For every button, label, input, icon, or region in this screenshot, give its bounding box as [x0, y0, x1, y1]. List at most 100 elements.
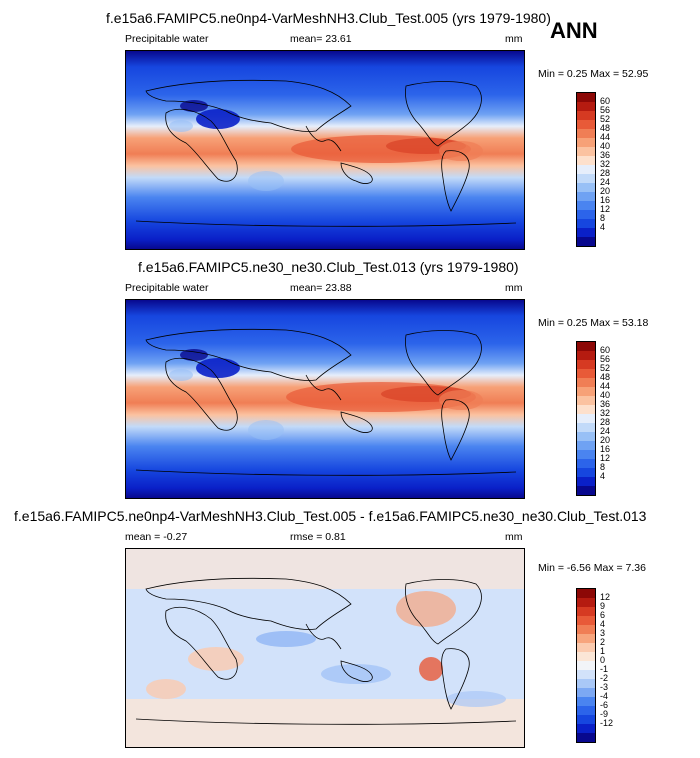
- colorbar-label: 12: [600, 592, 611, 602]
- colorbar-swatch: [577, 477, 595, 486]
- colorbar-swatch: [577, 111, 595, 120]
- colorbar-label: 32: [600, 159, 611, 169]
- colorbar-label: 1: [600, 646, 606, 656]
- colorbar-label: 40: [600, 390, 611, 400]
- panel-1-variable-label: Precipitable water: [125, 33, 209, 45]
- colorbar-label: 8: [600, 462, 606, 472]
- colorbar-label: 28: [600, 417, 611, 427]
- colorbar-label: 40: [600, 141, 611, 151]
- colorbar-label: -6: [600, 700, 609, 710]
- colorbar-label: 60: [600, 345, 611, 355]
- panel-2-map-field: [126, 300, 524, 498]
- colorbar-swatch: [577, 468, 595, 477]
- colorbar-label: 6: [600, 610, 606, 620]
- colorbar-swatch: [577, 102, 595, 111]
- colorbar-label: 16: [600, 195, 611, 205]
- colorbar-label: -9: [600, 709, 609, 719]
- panel-2-variable-label: Precipitable water: [125, 282, 209, 294]
- colorbar-swatch: [577, 174, 595, 183]
- colorbar-label: 48: [600, 372, 611, 382]
- colorbar-label: 44: [600, 381, 611, 391]
- colorbar-label: 52: [600, 114, 611, 124]
- colorbar-label: 4: [600, 222, 606, 232]
- colorbar-label: 48: [600, 123, 611, 133]
- colorbar-swatch: [577, 607, 595, 616]
- colorbar-label: -12: [600, 718, 614, 728]
- colorbar-swatch: [577, 589, 595, 598]
- colorbar-label: 24: [600, 177, 611, 187]
- colorbar-label: 2: [600, 637, 606, 647]
- panel-2-colorbar: [576, 341, 596, 496]
- colorbar-swatch: [577, 616, 595, 625]
- colorbar-label: 8: [600, 213, 606, 223]
- panel-2-title: f.e15a6.FAMIPC5.ne30_ne30.Club_Test.013 …: [138, 259, 519, 275]
- colorbar-swatch: [577, 351, 595, 360]
- colorbar-label: 32: [600, 408, 611, 418]
- colorbar-label: 36: [600, 150, 611, 160]
- colorbar-swatch: [577, 414, 595, 423]
- colorbar-swatch: [577, 697, 595, 706]
- colorbar-swatch: [577, 486, 595, 495]
- colorbar-label: 20: [600, 186, 611, 196]
- panel-1-minmax: Min = 0.25 Max = 52.95: [538, 68, 649, 80]
- colorbar-label: -1: [600, 664, 609, 674]
- panel-3-title: f.e15a6.FAMIPC5.ne0np4-VarMeshNH3.Club_T…: [14, 508, 647, 524]
- panel-3-rmse-label: rmse = 0.81: [290, 531, 346, 543]
- colorbar-swatch: [577, 156, 595, 165]
- colorbar-label: 56: [600, 105, 611, 115]
- colorbar-swatch: [577, 652, 595, 661]
- season-label: ANN: [550, 18, 598, 43]
- colorbar-label: 12: [600, 204, 611, 214]
- colorbar-label: 4: [600, 471, 606, 481]
- colorbar-swatch: [577, 237, 595, 246]
- colorbar-swatch: [577, 598, 595, 607]
- colorbar-swatch: [577, 715, 595, 724]
- colorbar-label: 0: [600, 655, 606, 665]
- panel-1-units: mm: [505, 33, 523, 45]
- colorbar-swatch: [577, 724, 595, 733]
- panel-2-minmax: Min = 0.25 Max = 53.18: [538, 317, 649, 329]
- colorbar-swatch: [577, 670, 595, 679]
- panel-1-colorbar: [576, 92, 596, 247]
- colorbar-label: 28: [600, 168, 611, 178]
- colorbar-swatch: [577, 634, 595, 643]
- colorbar-label: 44: [600, 132, 611, 142]
- colorbar-swatch: [577, 688, 595, 697]
- colorbar-swatch: [577, 441, 595, 450]
- colorbar-label: 12: [600, 453, 611, 463]
- colorbar-label: 36: [600, 399, 611, 409]
- colorbar-swatch: [577, 192, 595, 201]
- colorbar-swatch: [577, 147, 595, 156]
- panel-1-mean-label: mean= 23.61: [290, 33, 352, 45]
- panel-3-units: mm: [505, 531, 523, 543]
- panel-2-units: mm: [505, 282, 523, 294]
- colorbar-swatch: [577, 342, 595, 351]
- colorbar-swatch: [577, 93, 595, 102]
- colorbar-swatch: [577, 369, 595, 378]
- colorbar-swatch: [577, 165, 595, 174]
- colorbar-swatch: [577, 661, 595, 670]
- colorbar-label: 52: [600, 363, 611, 373]
- colorbar-swatch: [577, 183, 595, 192]
- colorbar-swatch: [577, 201, 595, 210]
- panel-3-colorbar: [576, 588, 596, 743]
- panel-2-mean-label: mean= 23.88: [290, 282, 352, 294]
- colorbar-swatch: [577, 228, 595, 237]
- colorbar-label: 3: [600, 628, 606, 638]
- panel-3-map-field: [126, 549, 524, 747]
- colorbar-label: 16: [600, 444, 611, 454]
- colorbar-swatch: [577, 733, 595, 742]
- panel-1-map-field: [126, 51, 524, 249]
- colorbar-label: 56: [600, 354, 611, 364]
- colorbar-swatch: [577, 210, 595, 219]
- colorbar-label: -2: [600, 673, 609, 683]
- colorbar-swatch: [577, 432, 595, 441]
- colorbar-label: 60: [600, 96, 611, 106]
- colorbar-swatch: [577, 625, 595, 634]
- colorbar-swatch: [577, 360, 595, 369]
- colorbar-swatch: [577, 423, 595, 432]
- panel-1-title: f.e15a6.FAMIPC5.ne0np4-VarMeshNH3.Club_T…: [106, 10, 551, 26]
- colorbar-swatch: [577, 459, 595, 468]
- colorbar-swatch: [577, 120, 595, 129]
- colorbar-label: 4: [600, 619, 606, 629]
